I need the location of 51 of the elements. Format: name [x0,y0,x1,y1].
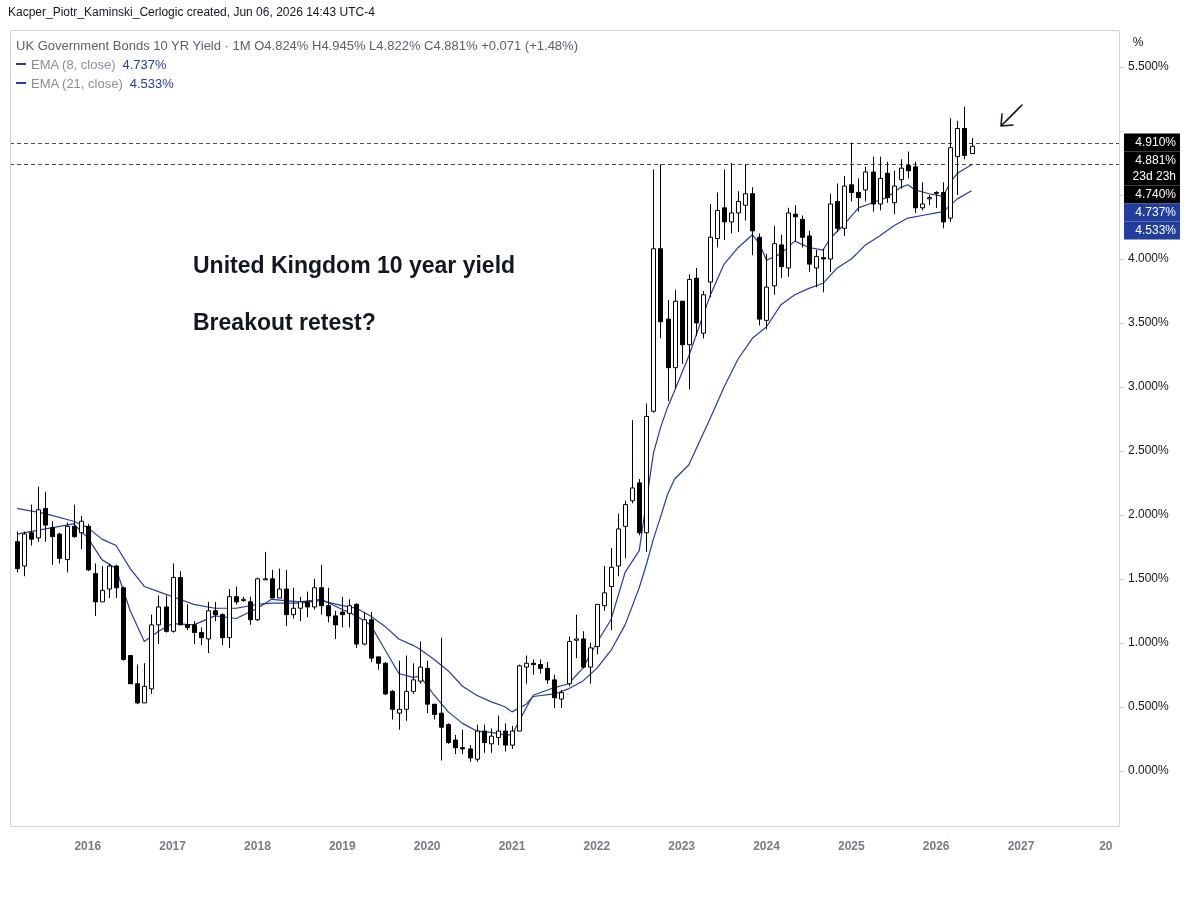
x-tick-label: 2024 [753,838,781,853]
x-tick-label: 2025 [837,838,866,853]
x-tick-label: 2019 [328,838,356,853]
y-tick-label: 1.500% [1128,571,1170,586]
candlestick [347,598,352,628]
x-tick-label: 2026 [922,838,950,853]
y-tick-label: 3.500% [1128,315,1170,330]
candlestick [623,500,628,559]
x-tick-label: 2016 [74,838,102,853]
y-tick-label: 0.500% [1128,699,1170,714]
text: 4.533% [1135,222,1177,237]
y-tick-label: 0.000% [1128,763,1170,778]
x-tick-label: 2017 [159,838,187,853]
x-tick-label: 2020 [413,838,441,853]
text: 23d 23h [1132,168,1176,183]
candlestick [185,603,190,631]
y-tick-label: 2.500% [1128,443,1170,458]
text: 4.737% [1135,204,1177,219]
x-tick-label: 2023 [668,838,696,853]
y-tick-label: 1.000% [1128,635,1170,650]
candlestick [701,290,706,339]
x-tick-label: 2018 [244,838,272,853]
candlestick [29,504,34,547]
candlestick [651,168,656,414]
candlestick [171,562,176,634]
candlestick [298,596,303,622]
ref-line-label: 4.910% [1135,134,1177,149]
x-tick-label: 2021 [498,838,526,853]
candlestick [588,642,593,685]
text: UK Government Bonds 10 YR Yield · 1M O4.824% H4.945% L4.822% C4.881% +0.071 (+1.48%) [16,37,578,55]
chart-subtitle: Kacper_Piotr_Kaminski_Cerlogic created, Jun 06, 2026 14:43 UTC-4 [8,5,375,19]
annotation: 4.737% [122,57,167,72]
candlestick [574,614,579,659]
candlestick [362,611,367,646]
text: 4.881% [1135,152,1177,167]
annotation: Breakout retest? [193,309,376,336]
legend-label: EMA (21, close) [31,76,123,91]
annotation: United Kingdom 10 year yield [193,252,516,279]
y-tick-label: 4.000% [1128,251,1170,266]
candlestick [411,662,416,695]
y-tick-label: 2.000% [1128,507,1170,522]
candlestick [517,664,522,732]
x-tick-label: 2022 [583,838,611,853]
ref-line-label: 4.740% [1135,186,1177,201]
annotation: 4.533% [129,76,174,91]
y-tick-label: 5.500% [1128,59,1170,74]
y-tick-label: 3.000% [1128,379,1170,394]
legend-label: EMA (8, close) [31,57,116,72]
text: % [1131,34,1145,51]
x-tick-label: 20 [1099,838,1113,853]
x-tick-label: 2027 [1007,838,1035,853]
